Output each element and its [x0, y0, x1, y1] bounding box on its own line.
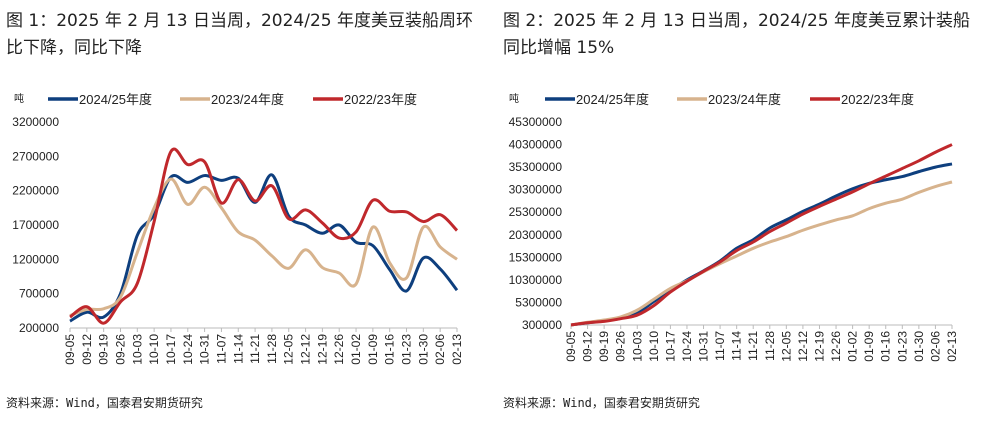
x-tick-label: 12-05 [282, 334, 296, 365]
series-line-2023/24年度 [69, 177, 458, 318]
x-tick-label: 01-23 [895, 331, 909, 362]
x-tick-label: 11-07 [214, 334, 228, 364]
y-tick-label: 25300000 [509, 205, 563, 219]
y-tick-label: 15300000 [509, 250, 563, 264]
x-tick-label: 12-19 [315, 334, 329, 365]
x-tick-label: 02-13 [945, 331, 959, 362]
x-tick-label: 09-05 [63, 334, 77, 365]
x-tick-label: 01-02 [349, 334, 363, 365]
x-tick-label: 12-05 [779, 331, 793, 362]
y-tick-label: 35300000 [509, 160, 563, 174]
x-tick-label: 10-31 [697, 331, 711, 362]
x-tick-label: 10-17 [663, 331, 677, 362]
x-tick-label: 01-16 [383, 334, 397, 365]
x-tick-label: 12-26 [829, 331, 843, 362]
series-line-2022/23年度 [570, 143, 953, 327]
x-tick-label: 10-10 [147, 334, 161, 365]
y-tick-label: 1700000 [12, 218, 59, 232]
x-tick-label: 09-12 [581, 331, 595, 362]
series-line-2024/25年度 [69, 173, 459, 323]
series-line-2023/24年度 [570, 180, 953, 327]
x-tick-label: 11-21 [248, 334, 262, 364]
x-tick-label: 02-06 [433, 334, 447, 365]
x-tick-label: 11-28 [265, 334, 279, 364]
y-tick-label: 40300000 [509, 138, 563, 152]
x-tick-label: 01-30 [416, 334, 430, 365]
x-tick-label: 12-12 [796, 331, 810, 362]
x-tick-label: 01-23 [400, 334, 414, 365]
legend-label: 2023/24年度 [211, 92, 284, 107]
series-line-2024/25年度 [570, 162, 953, 327]
y-unit-label: 吨 [14, 92, 24, 105]
x-tick-label: 01-16 [879, 331, 893, 362]
x-tick-label: 11-28 [763, 331, 777, 361]
x-tick-label: 01-30 [912, 331, 926, 362]
x-tick-label: 09-26 [614, 331, 628, 362]
y-tick-label: 3200000 [12, 115, 59, 129]
y-unit-label: 吨 [509, 92, 519, 105]
x-tick-label: 02-13 [450, 334, 464, 365]
chart2-source: 资料来源：Wind，国泰君安期货研究 [503, 396, 700, 410]
x-tick-label: 09-19 [97, 334, 111, 365]
x-tick-label: 09-26 [113, 334, 127, 365]
x-tick-label: 10-24 [181, 334, 195, 365]
y-tick-label: 200000 [19, 321, 59, 335]
chart1: 吨 2024/25年度 2023/24年度 2022/23年度 3200000 27000… [12, 92, 464, 365]
x-tick-label: 09-19 [597, 331, 611, 362]
y-tick-label: 45300000 [509, 115, 563, 129]
chart2-title: 图 2：2025 年 2 月 13 日当周，2024/25 年度美豆累计装船同比… [503, 11, 970, 58]
series-line-2022/23年度 [69, 147, 459, 325]
x-tick-label: 02-06 [928, 331, 942, 362]
legend-label: 2024/25年度 [576, 92, 649, 107]
x-tick-label: 12-19 [812, 331, 826, 362]
y-tick-label: 700000 [19, 287, 59, 301]
legend-label: 2022/23年度 [344, 92, 417, 107]
x-tick-label: 10-17 [164, 334, 178, 365]
y-tick-label: 2700000 [12, 149, 59, 163]
x-tick-label: 10-31 [198, 334, 212, 365]
chart1-source: 资料来源：Wind，国泰君安期货研究 [6, 396, 203, 410]
x-tick-label: 01-09 [366, 334, 380, 365]
y-tick-label: 1200000 [12, 252, 59, 266]
x-tick-label: 10-10 [647, 331, 661, 362]
x-tick-label: 09-12 [80, 334, 94, 365]
x-tick-label: 11-14 [231, 334, 245, 364]
x-tick-label: 12-12 [299, 334, 313, 365]
y-tick-label: 2200000 [12, 184, 59, 198]
legend-label: 2024/25年度 [79, 92, 152, 107]
x-tick-label: 10-03 [130, 334, 144, 365]
y-tick-label: 5300000 [515, 295, 562, 309]
y-tick-label: 300000 [522, 318, 562, 332]
x-tick-label: 11-14 [730, 331, 744, 361]
y-tick-label: 10300000 [509, 273, 563, 287]
x-tick-label: 10-03 [630, 331, 644, 362]
x-tick-label: 01-09 [862, 331, 876, 362]
x-tick-label: 11-21 [746, 331, 760, 361]
legend-label: 2023/24年度 [708, 92, 781, 107]
y-tick-label: 30300000 [509, 183, 563, 197]
chart1-title: 图 1：2025 年 2 月 13 日当周，2024/25 年度美豆装船周环比下… [6, 11, 473, 58]
y-tick-label: 20300000 [509, 228, 563, 242]
x-tick-label: 01-02 [846, 331, 860, 362]
chart2: 吨 2024/25年度 2023/24年度 2022/23年度 45300000 4030… [509, 92, 959, 362]
x-tick-label: 11-07 [713, 331, 727, 361]
x-tick-label: 10-24 [680, 331, 694, 362]
x-tick-label: 09-05 [564, 331, 578, 362]
x-tick-label: 12-26 [332, 334, 346, 365]
legend-label: 2022/23年度 [841, 92, 914, 107]
